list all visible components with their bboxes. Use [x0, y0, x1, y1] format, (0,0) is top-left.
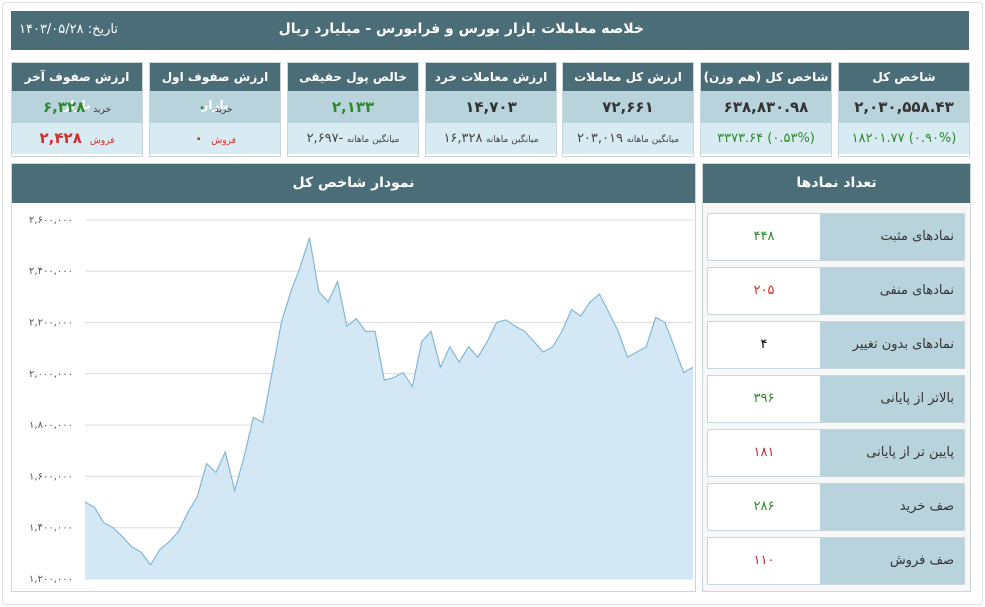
card: شاخص کل ۲,۰۳۰,۵۵۸.۴۳ ۱۸۲۰۱.۷۷ (۰.۹۰%) [838, 62, 970, 157]
card-change: ۱۸۲۰۱.۷۷ (۰.۹۰%) [839, 123, 969, 154]
symbols-panel: تعداد نمادها ۴۴۸ نمادهای مثبت ۲۰۵ نمادهای م… [702, 163, 971, 592]
card-value: ۷۲,۶۶۱ [563, 91, 693, 123]
symbol-count: ۱۱۰ [708, 538, 820, 584]
average: -۲,۶۹۷ [306, 131, 344, 146]
header-bar: خلاصه معاملات بازار بورس و فرابورس - میل… [11, 11, 969, 50]
card-change: ۳۳۷۳.۶۴ (۰.۵۳%) [701, 123, 831, 154]
symbol-count: ۱۸۱ [708, 430, 820, 476]
symbol-count: ۴ [708, 322, 820, 368]
card-sell: فروش ۲,۴۲۸ [12, 123, 142, 154]
symbol-row: ۴ نمادهای بدون تغییر [707, 321, 965, 369]
note: میانگین ماهانه [626, 135, 680, 145]
symbol-count: ۳۹۶ [708, 376, 820, 422]
card: ارزش معاملات خرد ۱۴,۷۰۳ میانگین ماهانه ۱… [425, 62, 557, 157]
buy-label: خرید [214, 105, 233, 115]
buy-label: خرید [93, 105, 112, 115]
sell-label: فروش [211, 136, 236, 146]
y-tick-label: ۲,۶۰۰,۰۰۰ [29, 215, 73, 226]
sell: ۰ [194, 129, 204, 147]
symbol-count: ۴۴۸ [708, 214, 820, 260]
card-value: ۲,۱۳۳ [288, 91, 418, 123]
card-value: ۲,۰۳۰,۵۵۸.۴۳ [839, 91, 969, 123]
card-title: ارزش معاملات خرد [426, 63, 556, 91]
symbol-row: ۲۰۵ نمادهای منفی [707, 267, 965, 315]
note: میانگین ماهانه [346, 135, 400, 145]
card-title: ارزش کل معاملات [563, 63, 693, 91]
card: ارزش صفوف اول بازار خرید ۰ فروش ۰ [149, 62, 281, 157]
buy: ۶,۳۲۸ [42, 98, 86, 116]
card: ارزش صفوف آخر بازار خرید ۶,۳۲۸ فروش ۲,۴۲۸ [11, 62, 143, 157]
card: شاخص کل (هم وزن) ۶۳۸,۸۳۰.۹۸ ۳۳۷۳.۶۴ (۰.۵… [700, 62, 832, 157]
y-tick-label: ۲,۲۰۰,۰۰۰ [29, 317, 73, 328]
symbol-row: ۳۹۶ بالاتر از پایانی [707, 375, 965, 423]
average: ۲۰۳,۰۱۹ [576, 131, 623, 146]
symbol-label: نمادهای منفی [879, 283, 954, 298]
card-average: میانگین ماهانه -۲,۶۹۷ [288, 123, 418, 154]
y-tick-label: ۱,۸۰۰,۰۰۰ [29, 420, 73, 431]
symbol-count: ۲۰۵ [708, 268, 820, 314]
symbol-row: ۱۸۱ پایین تر از پایانی [707, 429, 965, 477]
percent: (۰.۹۰%) [908, 131, 957, 146]
area [85, 237, 693, 580]
card-title: شاخص کل [839, 63, 969, 91]
symbol-count: ۲۸۶ [708, 484, 820, 530]
y-tick-label: ۱,۲۰۰,۰۰۰ [29, 574, 73, 585]
sell: ۲,۴۲۸ [39, 129, 82, 147]
symbol-row: ۱۱۰ صف فروش [707, 537, 965, 585]
note: میانگین ماهانه [485, 135, 539, 145]
average: ۱۶,۳۲۸ [443, 131, 483, 146]
card-title: ارزش صفوف اول بازار [150, 63, 280, 112]
line [84, 237, 694, 566]
card-title: ارزش صفوف آخر بازار [12, 63, 142, 112]
card-buy: خرید ۰ [150, 91, 280, 123]
symbol-row: ۲۸۶ صف خرید [707, 483, 965, 531]
y-tick-label: ۱,۶۰۰,۰۰۰ [29, 471, 73, 482]
card-title: خالص پول حقیقی [288, 63, 418, 91]
date: تاریخ: ۱۴۰۳/۰۵/۲۸ [19, 22, 118, 37]
y-tick-label: ۲,۰۰۰,۰۰۰ [29, 369, 73, 380]
header-title: خلاصه معاملات بازار بورس و فرابورس - میل… [278, 21, 644, 37]
chart-title: نمودار شاخص کل [12, 164, 695, 203]
card-value: ۱۴,۷۰۳ [426, 91, 556, 123]
symbol-label: نمادهای مثبت [880, 229, 954, 244]
symbols-title: تعداد نمادها [703, 164, 970, 203]
chart-panel: نمودار شاخص کل ۱,۲۰۰,۰۰۰ ۱,۴۰۰,۰۰۰ ۱,۶۰۰,۰… [11, 163, 696, 592]
sell-label: فروش [89, 136, 115, 146]
symbol-label: صف فروش [889, 553, 954, 568]
date-value: ۱۴۰۳/۰۵/۲۸ [19, 22, 84, 37]
symbol-label: بالاتر از پایانی [880, 391, 954, 406]
date-label: تاریخ: [87, 22, 119, 37]
card-sell: فروش ۰ [150, 123, 280, 154]
symbol-label: نمادهای بدون تغییر [852, 337, 954, 352]
y-tick-label: ۲,۴۰۰,۰۰۰ [29, 266, 73, 277]
card-average: میانگین ماهانه ۱۶,۳۲۸ [426, 123, 556, 154]
symbol-label: صف خرید [899, 499, 954, 514]
card-title: شاخص کل (هم وزن) [701, 63, 831, 91]
percent: (۰.۵۳%) [767, 131, 815, 146]
change: ۱۸۲۰۱.۷۷ [851, 131, 905, 146]
card: خالص پول حقیقی ۲,۱۳۳ میانگین ماهانه -۲,۶… [287, 62, 419, 157]
buy: ۰ [197, 98, 207, 116]
change: ۳۳۷۳.۶۴ [717, 131, 764, 146]
card-buy: خرید ۶,۳۲۸ [12, 91, 142, 123]
card-average: میانگین ماهانه ۲۰۳,۰۱۹ [563, 123, 693, 154]
symbol-row: ۴۴۸ نمادهای مثبت [707, 213, 965, 261]
y-tick-label: ۱,۴۰۰,۰۰۰ [29, 523, 73, 534]
symbol-label: پایین تر از پایانی [866, 445, 954, 460]
chart: ۱,۲۰۰,۰۰۰ ۱,۴۰۰,۰۰۰ ۱,۶۰۰,۰۰۰ ۱,۸۰۰,۰۰۰ ۲,۰۰… [29, 215, 694, 585]
card-value: ۶۳۸,۸۳۰.۹۸ [701, 91, 831, 123]
card: ارزش کل معاملات ۷۲,۶۶۱ میانگین ماهانه ۲۰… [562, 62, 694, 157]
